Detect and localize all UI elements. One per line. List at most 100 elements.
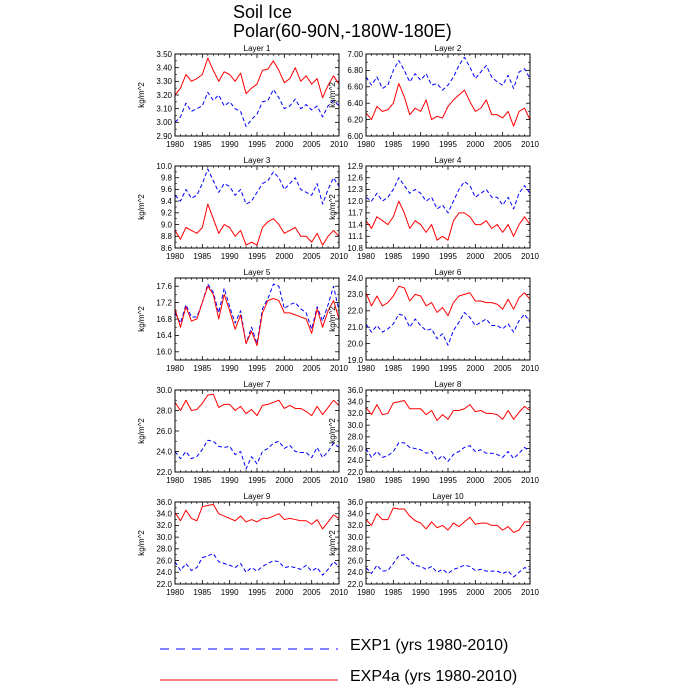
y-tick-label: 30.0	[347, 533, 363, 542]
x-tick-label: 2000	[275, 252, 293, 261]
y-tick-label: 22.0	[156, 468, 172, 477]
y-tick-label: 34.0	[347, 398, 363, 407]
y-tick-label: 7.00	[347, 50, 363, 59]
x-tick-label: 1980	[357, 476, 375, 485]
series-line-exp1	[365, 56, 531, 91]
series-line-exp1	[365, 311, 531, 346]
x-tick-label: 1995	[248, 476, 266, 485]
x-tick-label: 1990	[412, 140, 430, 149]
legend-label-exp1: EXP1 (yrs 1980-2010)	[350, 637, 509, 654]
x-tick-label: 2010	[521, 476, 539, 485]
y-tick-label: 30.0	[347, 421, 363, 430]
series-line-exp4a	[365, 285, 531, 317]
x-tick-label: 2010	[521, 252, 539, 261]
panel-layer-7: Layer 7 kg/m^2 1980 1985 1990 1995 2000 2005 201…	[137, 380, 348, 485]
x-tick-label: 2000	[466, 140, 484, 149]
y-tick-label: 9.4	[161, 197, 173, 206]
y-axis-label: kg/m^2	[137, 82, 146, 108]
x-tick-label: 1995	[439, 588, 457, 597]
x-tick-label: 2010	[330, 140, 348, 149]
figure-subtitle: Polar(60-90N,-180W-180E)	[233, 21, 452, 41]
y-tick-label: 24.0	[347, 568, 363, 577]
panel-layer-5: Layer 5 kg/m^2 1980 1985 1990 1995 2000 2005 201…	[137, 268, 348, 373]
x-tick-label: 2010	[521, 140, 539, 149]
y-tick-label: 3.00	[156, 118, 172, 127]
y-tick-label: 12.6	[347, 174, 363, 183]
series-line-exp4a	[365, 83, 531, 127]
x-tick-label: 1980	[166, 364, 184, 373]
y-axis-label: kg/m^2	[137, 306, 146, 332]
y-tick-label: 10.0	[156, 162, 172, 171]
y-tick-label: 3.50	[156, 50, 172, 59]
series-line-exp4a	[174, 393, 340, 417]
y-tick-label: 11.1	[348, 232, 364, 241]
y-tick-label: 36.0	[156, 498, 172, 507]
series-line-exp1	[174, 168, 340, 205]
x-tick-label: 2010	[521, 588, 539, 597]
y-tick-label: 24.0	[156, 447, 172, 456]
y-tick-label: 24.0	[347, 274, 363, 283]
y-tick-label: 32.0	[347, 409, 363, 418]
x-tick-label: 2005	[303, 588, 321, 597]
series-line-exp4a	[365, 507, 530, 533]
y-axis-label: kg/m^2	[328, 82, 337, 108]
x-tick-label: 1990	[412, 476, 430, 485]
y-tick-label: 6.80	[347, 66, 363, 75]
plot-frame	[365, 53, 531, 137]
y-tick-label: 28.0	[347, 433, 363, 442]
y-tick-label: 21.0	[347, 323, 363, 332]
plot-frame	[365, 165, 531, 249]
plot-frame	[174, 165, 340, 249]
y-tick-label: 36.0	[347, 386, 363, 395]
x-tick-label: 2000	[275, 140, 293, 149]
y-tick-label: 22.0	[347, 580, 363, 589]
y-tick-label: 30.0	[156, 533, 172, 542]
x-tick-label: 2010	[330, 252, 348, 261]
panel-layer-8: Layer 8 kg/m^2 1980 1985 1990 1995 2000 2005 201…	[328, 380, 539, 485]
y-axis-label: kg/m^2	[137, 530, 146, 556]
y-axis-label: kg/m^2	[328, 530, 337, 556]
y-tick-label: 19.0	[347, 356, 363, 365]
y-tick-label: 36.0	[347, 498, 363, 507]
series-line-exp4a	[174, 285, 340, 347]
plot-frame	[174, 277, 340, 361]
x-tick-label: 2000	[275, 588, 293, 597]
y-tick-label: 16.8	[156, 315, 172, 324]
series-line-exp4a	[174, 503, 340, 530]
x-tick-label: 1980	[166, 140, 184, 149]
x-tick-label: 1980	[166, 476, 184, 485]
y-axis-label: kg/m^2	[328, 194, 337, 220]
y-tick-label: 32.0	[156, 521, 172, 530]
x-tick-label: 2000	[466, 588, 484, 597]
series-line-exp1	[174, 439, 340, 470]
x-tick-label: 1980	[357, 140, 375, 149]
y-tick-label: 12.9	[347, 162, 363, 171]
x-tick-label: 1990	[221, 364, 239, 373]
y-tick-label: 24.0	[156, 568, 172, 577]
x-tick-label: 1990	[412, 364, 430, 373]
y-tick-label: 8.6	[161, 244, 173, 253]
x-tick-label: 1980	[357, 588, 375, 597]
y-tick-label: 12.3	[347, 185, 363, 194]
x-tick-label: 1995	[248, 588, 266, 597]
x-tick-label: 1995	[248, 252, 266, 261]
y-tick-label: 17.6	[156, 282, 172, 291]
panel-title: Layer 2	[435, 44, 462, 53]
x-tick-label: 2000	[466, 252, 484, 261]
x-tick-label: 2000	[275, 364, 293, 373]
y-tick-label: 6.60	[347, 83, 363, 92]
x-tick-label: 1990	[221, 252, 239, 261]
panel-layer-6: Layer 6 kg/m^2 1980 1985 1990 1995 2000 2005 201…	[328, 268, 539, 373]
x-tick-label: 1995	[439, 476, 457, 485]
x-tick-label: 1995	[439, 140, 457, 149]
x-tick-label: 2005	[303, 476, 321, 485]
y-tick-label: 28.0	[156, 545, 172, 554]
x-tick-label: 1990	[221, 476, 239, 485]
x-tick-label: 2000	[275, 476, 293, 485]
panel-title: Layer 3	[244, 156, 271, 165]
x-tick-label: 2005	[494, 588, 512, 597]
plot-frame	[365, 389, 531, 473]
y-axis-label: kg/m^2	[328, 306, 337, 332]
series-line-exp1	[365, 442, 531, 462]
